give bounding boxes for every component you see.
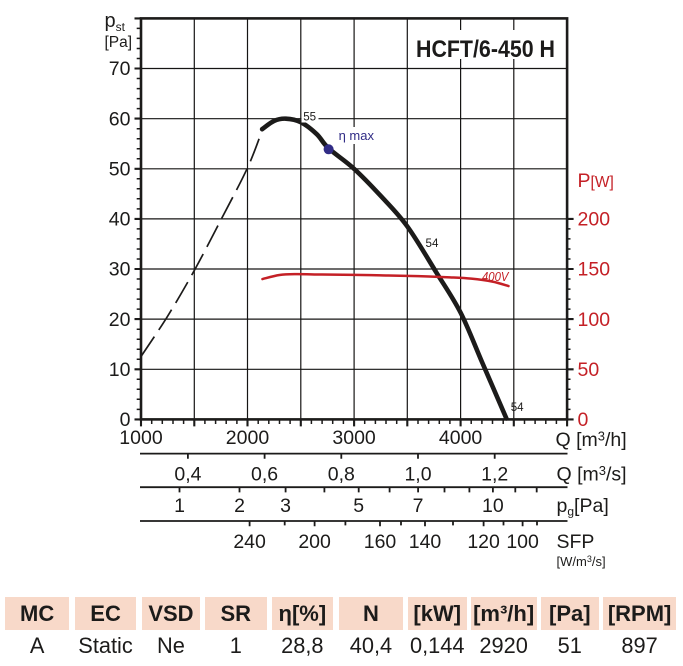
svg-text:SFP: SFP xyxy=(557,531,595,553)
svg-text:2: 2 xyxy=(234,495,245,517)
svg-text:Q [m3/s]: Q [m3/s] xyxy=(557,463,627,486)
svg-text:P[W]: P[W] xyxy=(578,170,614,192)
svg-text:54: 54 xyxy=(426,237,439,250)
svg-text:1000: 1000 xyxy=(119,427,163,449)
svg-text:η max: η max xyxy=(339,128,375,143)
svg-text:1: 1 xyxy=(174,495,185,517)
svg-text:HCFT/6-450 H: HCFT/6-450 H xyxy=(416,36,555,63)
svg-text:200: 200 xyxy=(578,209,611,231)
svg-text:70: 70 xyxy=(109,58,131,80)
svg-text:100: 100 xyxy=(506,531,539,553)
svg-text:160: 160 xyxy=(364,531,397,553)
svg-text:1,0: 1,0 xyxy=(404,464,431,486)
svg-text:3000: 3000 xyxy=(332,427,376,449)
svg-text:30: 30 xyxy=(109,259,131,281)
svg-text:4000: 4000 xyxy=(439,427,483,449)
svg-text:200: 200 xyxy=(298,531,331,553)
svg-text:3: 3 xyxy=(280,495,291,517)
svg-text:40: 40 xyxy=(109,209,131,231)
svg-text:Q [m3/h]: Q [m3/h] xyxy=(556,429,627,452)
svg-text:0: 0 xyxy=(120,409,131,431)
svg-text:50: 50 xyxy=(109,159,131,181)
svg-text:140: 140 xyxy=(409,531,442,553)
svg-text:60: 60 xyxy=(109,108,131,130)
svg-text:150: 150 xyxy=(578,259,611,281)
svg-text:0: 0 xyxy=(578,409,589,431)
svg-text:55: 55 xyxy=(303,111,316,124)
svg-text:10: 10 xyxy=(482,495,504,517)
svg-text:[W/m3/s]: [W/m3/s] xyxy=(557,554,606,569)
svg-text:50: 50 xyxy=(578,359,600,381)
svg-text:2000: 2000 xyxy=(226,427,270,449)
svg-text:10: 10 xyxy=(109,359,131,381)
svg-text:1,2: 1,2 xyxy=(481,464,508,486)
svg-text:54: 54 xyxy=(511,401,524,414)
svg-text:0,4: 0,4 xyxy=(174,464,201,486)
svg-text:7: 7 xyxy=(413,495,424,517)
svg-text:120: 120 xyxy=(467,531,500,553)
svg-text:400V: 400V xyxy=(482,269,510,284)
svg-text:20: 20 xyxy=(109,309,131,331)
svg-text:100: 100 xyxy=(578,309,611,331)
svg-text:0,6: 0,6 xyxy=(251,464,278,486)
svg-text:240: 240 xyxy=(233,531,266,553)
svg-text:pg[Pa]: pg[Pa] xyxy=(557,495,609,519)
svg-text:5: 5 xyxy=(353,495,364,517)
svg-text:0,8: 0,8 xyxy=(328,464,355,486)
svg-text:[Pa]: [Pa] xyxy=(105,34,133,51)
